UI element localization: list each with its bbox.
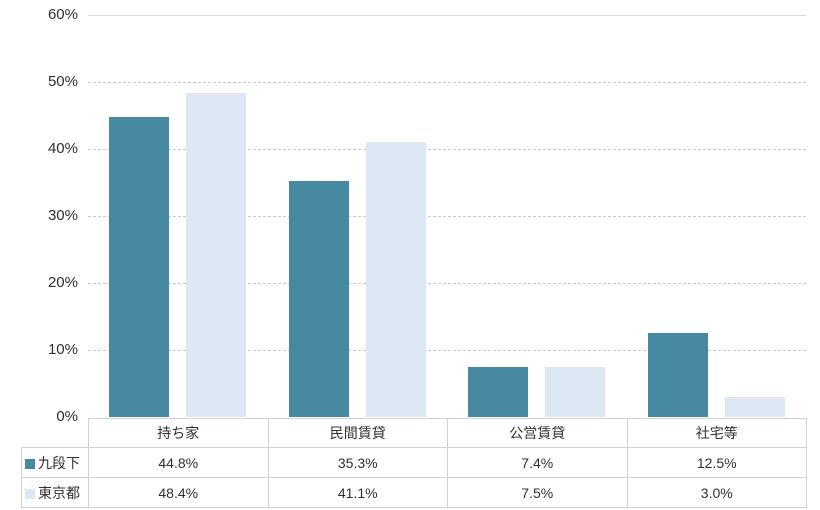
table-row-東京都: 東京都 48.4% 41.1% 7.5% 3.0% <box>21 477 807 508</box>
y-axis-tick-label: 20% <box>47 274 78 292</box>
value-cell-九段下-社宅等: 12.5% <box>626 447 807 478</box>
data-table: 持ち家 民間賃貸 公営賃貸 社宅等九段下 44.8% 35.3% 7.4% 12.5% 東京都 4… <box>21 418 807 508</box>
legend-series-name: 東京都 <box>38 484 80 501</box>
bar-group-社宅等 <box>627 15 807 417</box>
table-corner-cell <box>22 419 89 448</box>
category-header-公営賃貸: 公営賃貸 <box>447 418 628 448</box>
bar-group-公営賃貸 <box>447 15 627 417</box>
value-cell-東京都-社宅等: 3.0% <box>626 477 807 508</box>
category-header-社宅等: 社宅等 <box>626 418 807 448</box>
category-header-民間賃貸: 民間賃貸 <box>267 418 448 448</box>
value-cell-東京都-民間賃貸: 41.1% <box>267 477 448 508</box>
value-cell-九段下-持ち家: 44.8% <box>88 447 269 478</box>
bar-九段下-持ち家[interactable] <box>109 116 170 417</box>
y-axis-tick-label: 60% <box>47 6 78 24</box>
value-cell-東京都-公営賃貸: 7.5% <box>447 477 628 508</box>
value-cell-東京都-持ち家: 48.4% <box>88 477 269 508</box>
value-cell-九段下-民間賃貸: 35.3% <box>267 447 448 478</box>
bar-東京都-民間賃貸[interactable] <box>365 141 426 417</box>
legend-series-name: 九段下 <box>38 454 80 471</box>
gridline <box>88 216 806 217</box>
table-header-row: 持ち家 民間賃貸 公営賃貸 社宅等 <box>22 418 807 448</box>
gridline <box>88 82 806 83</box>
y-axis-tick-label: 40% <box>47 140 78 158</box>
bar-東京都-社宅等[interactable] <box>724 396 785 417</box>
category-header-持ち家: 持ち家 <box>88 418 269 448</box>
bars-layer <box>88 15 806 417</box>
legend-cell-九段下: 九段下 <box>21 447 89 478</box>
bar-group-持ち家 <box>88 15 268 417</box>
y-axis-tick-label: 0% <box>56 408 78 426</box>
table-row-九段下: 九段下 44.8% 35.3% 7.4% 12.5% <box>21 447 807 478</box>
gridline <box>88 350 806 351</box>
y-axis-tick-label: 10% <box>47 341 78 359</box>
y-axis-tick-label: 50% <box>47 73 78 91</box>
legend-swatch-icon <box>25 458 35 469</box>
value-cell-九段下-公営賃貸: 7.4% <box>447 447 628 478</box>
gridline <box>88 283 806 284</box>
bar-九段下-民間賃貸[interactable] <box>288 180 349 417</box>
bar-東京都-公営賃貸[interactable] <box>545 366 606 417</box>
y-axis-tick-label: 30% <box>47 207 78 225</box>
gridline <box>88 15 806 16</box>
legend-cell-東京都: 東京都 <box>21 477 89 508</box>
bar-group-民間賃貸 <box>268 15 448 417</box>
bar-九段下-公営賃貸[interactable] <box>468 367 529 417</box>
bar-九段下-社宅等[interactable] <box>647 333 708 417</box>
gridline <box>88 149 806 150</box>
plot-area: 60% 50% 40% 30% 20% 10% 0% <box>48 7 806 424</box>
legend-swatch-icon <box>25 488 35 499</box>
bar-東京都-持ち家[interactable] <box>186 92 247 417</box>
